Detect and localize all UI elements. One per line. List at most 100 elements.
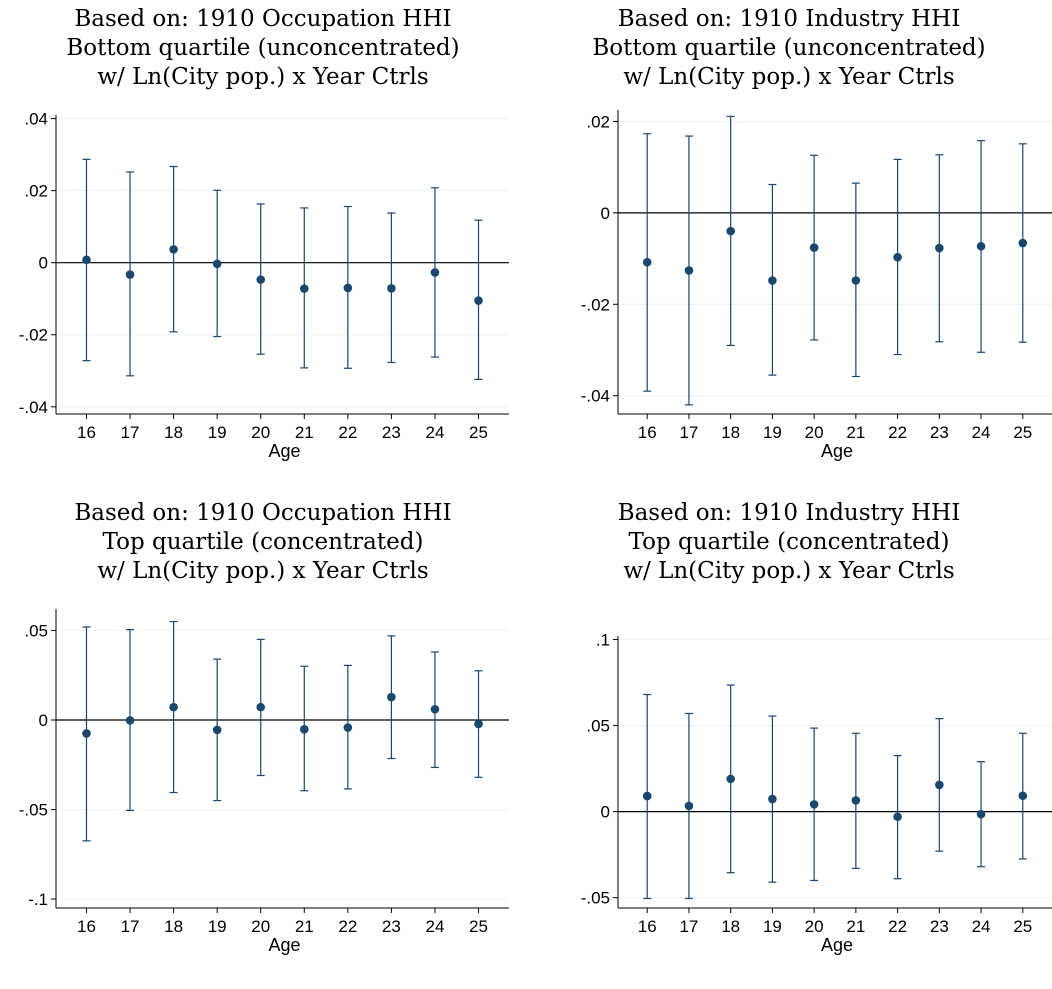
chart-svg: Based on: 1910 Industry HHI Bottom quarti… <box>581 6 1052 461</box>
y-tick-label: -.02 <box>581 295 610 314</box>
x-tick-label: 19 <box>208 917 227 936</box>
chart-title-line: Based on: 1910 Occupation HHI <box>74 6 451 32</box>
y-tick-label: .05 <box>586 717 610 736</box>
x-tick-label: 23 <box>382 423 401 442</box>
y-tick-label: -.1 <box>28 890 48 909</box>
point-estimate <box>851 796 861 805</box>
point-estimate <box>430 268 440 277</box>
x-tick-label: 21 <box>846 917 865 936</box>
y-tick-label: 0 <box>39 254 48 273</box>
y-tick-label: -.05 <box>19 801 48 820</box>
x-tick-label: 20 <box>251 423 270 442</box>
x-tick-label: 22 <box>888 917 907 936</box>
point-estimate <box>642 257 652 267</box>
point-estimate <box>299 284 309 293</box>
x-tick-label: 22 <box>338 917 357 936</box>
chart-svg: Based on: 1910 Occupation HHI Top quartil… <box>19 500 509 955</box>
x-tick-label: 17 <box>679 917 698 936</box>
x-axis-title: Age <box>821 935 853 955</box>
x-tick-label: 25 <box>469 917 488 936</box>
x-tick-label: 25 <box>1013 423 1032 442</box>
point-estimate <box>768 794 777 804</box>
x-tick-label: 17 <box>121 423 140 442</box>
point-estimate <box>976 241 986 251</box>
point-estimate <box>474 296 483 305</box>
point-estimate <box>256 702 266 712</box>
point-estimate <box>299 725 309 734</box>
x-tick-label: 23 <box>930 917 949 936</box>
chart-title-line: Bottom quartile (unconcentrated) <box>66 35 459 61</box>
point-estimate <box>387 692 396 702</box>
chart-title-line: w/ Ln(City pop.) x Year Ctrls <box>623 64 954 90</box>
point-estimate <box>893 812 902 822</box>
point-estimate <box>851 276 861 285</box>
x-tick-label: 24 <box>972 917 991 936</box>
x-tick-label: 25 <box>1013 917 1032 936</box>
x-tick-label: 24 <box>972 423 991 442</box>
chart-svg: Based on: 1910 Occupation HHI Bottom quar… <box>19 6 509 461</box>
x-tick-label: 18 <box>721 917 740 936</box>
point-estimate <box>430 704 440 714</box>
point-estimate <box>212 259 222 269</box>
x-tick-label: 16 <box>638 423 657 442</box>
point-estimate <box>169 245 178 254</box>
y-tick-label: .1 <box>596 630 610 649</box>
chart-panel-industry-bottom: Based on: 1910 Industry HHI Bottom quarti… <box>526 0 1052 494</box>
x-tick-label: 16 <box>77 917 96 936</box>
chart-title-line: Top quartile (concentrated) <box>103 529 424 555</box>
x-tick-label: 18 <box>164 917 183 936</box>
x-tick-label: 21 <box>295 423 314 442</box>
x-tick-label: 20 <box>805 917 824 936</box>
point-estimate <box>935 780 944 790</box>
chart-title-line: w/ Ln(City pop.) x Year Ctrls <box>97 64 428 90</box>
point-estimate <box>387 283 396 293</box>
y-tick-label: .04 <box>24 110 48 129</box>
y-tick-label: -.05 <box>581 889 610 908</box>
x-tick-label: 21 <box>846 423 865 442</box>
point-estimate <box>726 226 735 236</box>
x-tick-label: 19 <box>208 423 227 442</box>
chart-title-line: Based on: 1910 Industry HHI <box>618 6 961 32</box>
x-tick-label: 22 <box>338 423 357 442</box>
point-estimate <box>169 702 178 712</box>
x-tick-label: 21 <box>295 917 314 936</box>
point-estimate <box>726 774 735 784</box>
point-estimate <box>125 270 135 279</box>
chart-title-line: Based on: 1910 Industry HHI <box>618 500 961 526</box>
x-tick-label: 24 <box>425 917 444 936</box>
point-estimate <box>343 283 353 293</box>
point-estimate <box>893 252 902 262</box>
chart-title-line: w/ Ln(City pop.) x Year Ctrls <box>97 558 428 584</box>
x-tick-label: 23 <box>382 917 401 936</box>
point-estimate <box>684 266 694 275</box>
chart-svg: Based on: 1910 Industry HHI Top quartile … <box>581 500 1052 955</box>
x-tick-label: 25 <box>469 423 488 442</box>
point-estimate <box>212 725 222 735</box>
chart-title-line: Based on: 1910 Occupation HHI <box>74 500 451 526</box>
x-axis-title: Age <box>268 935 300 955</box>
y-tick-label: .02 <box>24 182 48 201</box>
x-tick-label: 22 <box>888 423 907 442</box>
point-estimate <box>935 243 944 253</box>
point-estimate <box>474 719 483 729</box>
x-tick-label: 16 <box>638 917 657 936</box>
y-tick-label: 0 <box>39 711 48 730</box>
point-estimate <box>256 275 266 284</box>
point-estimate <box>82 255 91 265</box>
y-tick-label: -.04 <box>19 398 48 417</box>
chart-panel-occupation-bottom: Based on: 1910 Occupation HHI Bottom quar… <box>0 0 526 494</box>
point-estimate <box>976 809 986 819</box>
y-tick-label: 0 <box>601 204 610 223</box>
x-axis-title: Age <box>268 441 300 461</box>
y-tick-label: -.02 <box>19 326 48 345</box>
x-tick-label: 19 <box>763 917 782 936</box>
y-tick-label: .02 <box>586 112 610 131</box>
x-tick-label: 16 <box>77 423 96 442</box>
point-estimate <box>809 800 819 809</box>
x-tick-label: 18 <box>164 423 183 442</box>
chart-title-line: Top quartile (concentrated) <box>629 529 950 555</box>
x-axis-title: Age <box>821 441 853 461</box>
chart-panel-industry-top: Based on: 1910 Industry HHI Top quartile … <box>526 494 1052 988</box>
chart-panel-occupation-top: Based on: 1910 Occupation HHI Top quartil… <box>0 494 526 988</box>
y-tick-label: -.04 <box>581 387 610 406</box>
